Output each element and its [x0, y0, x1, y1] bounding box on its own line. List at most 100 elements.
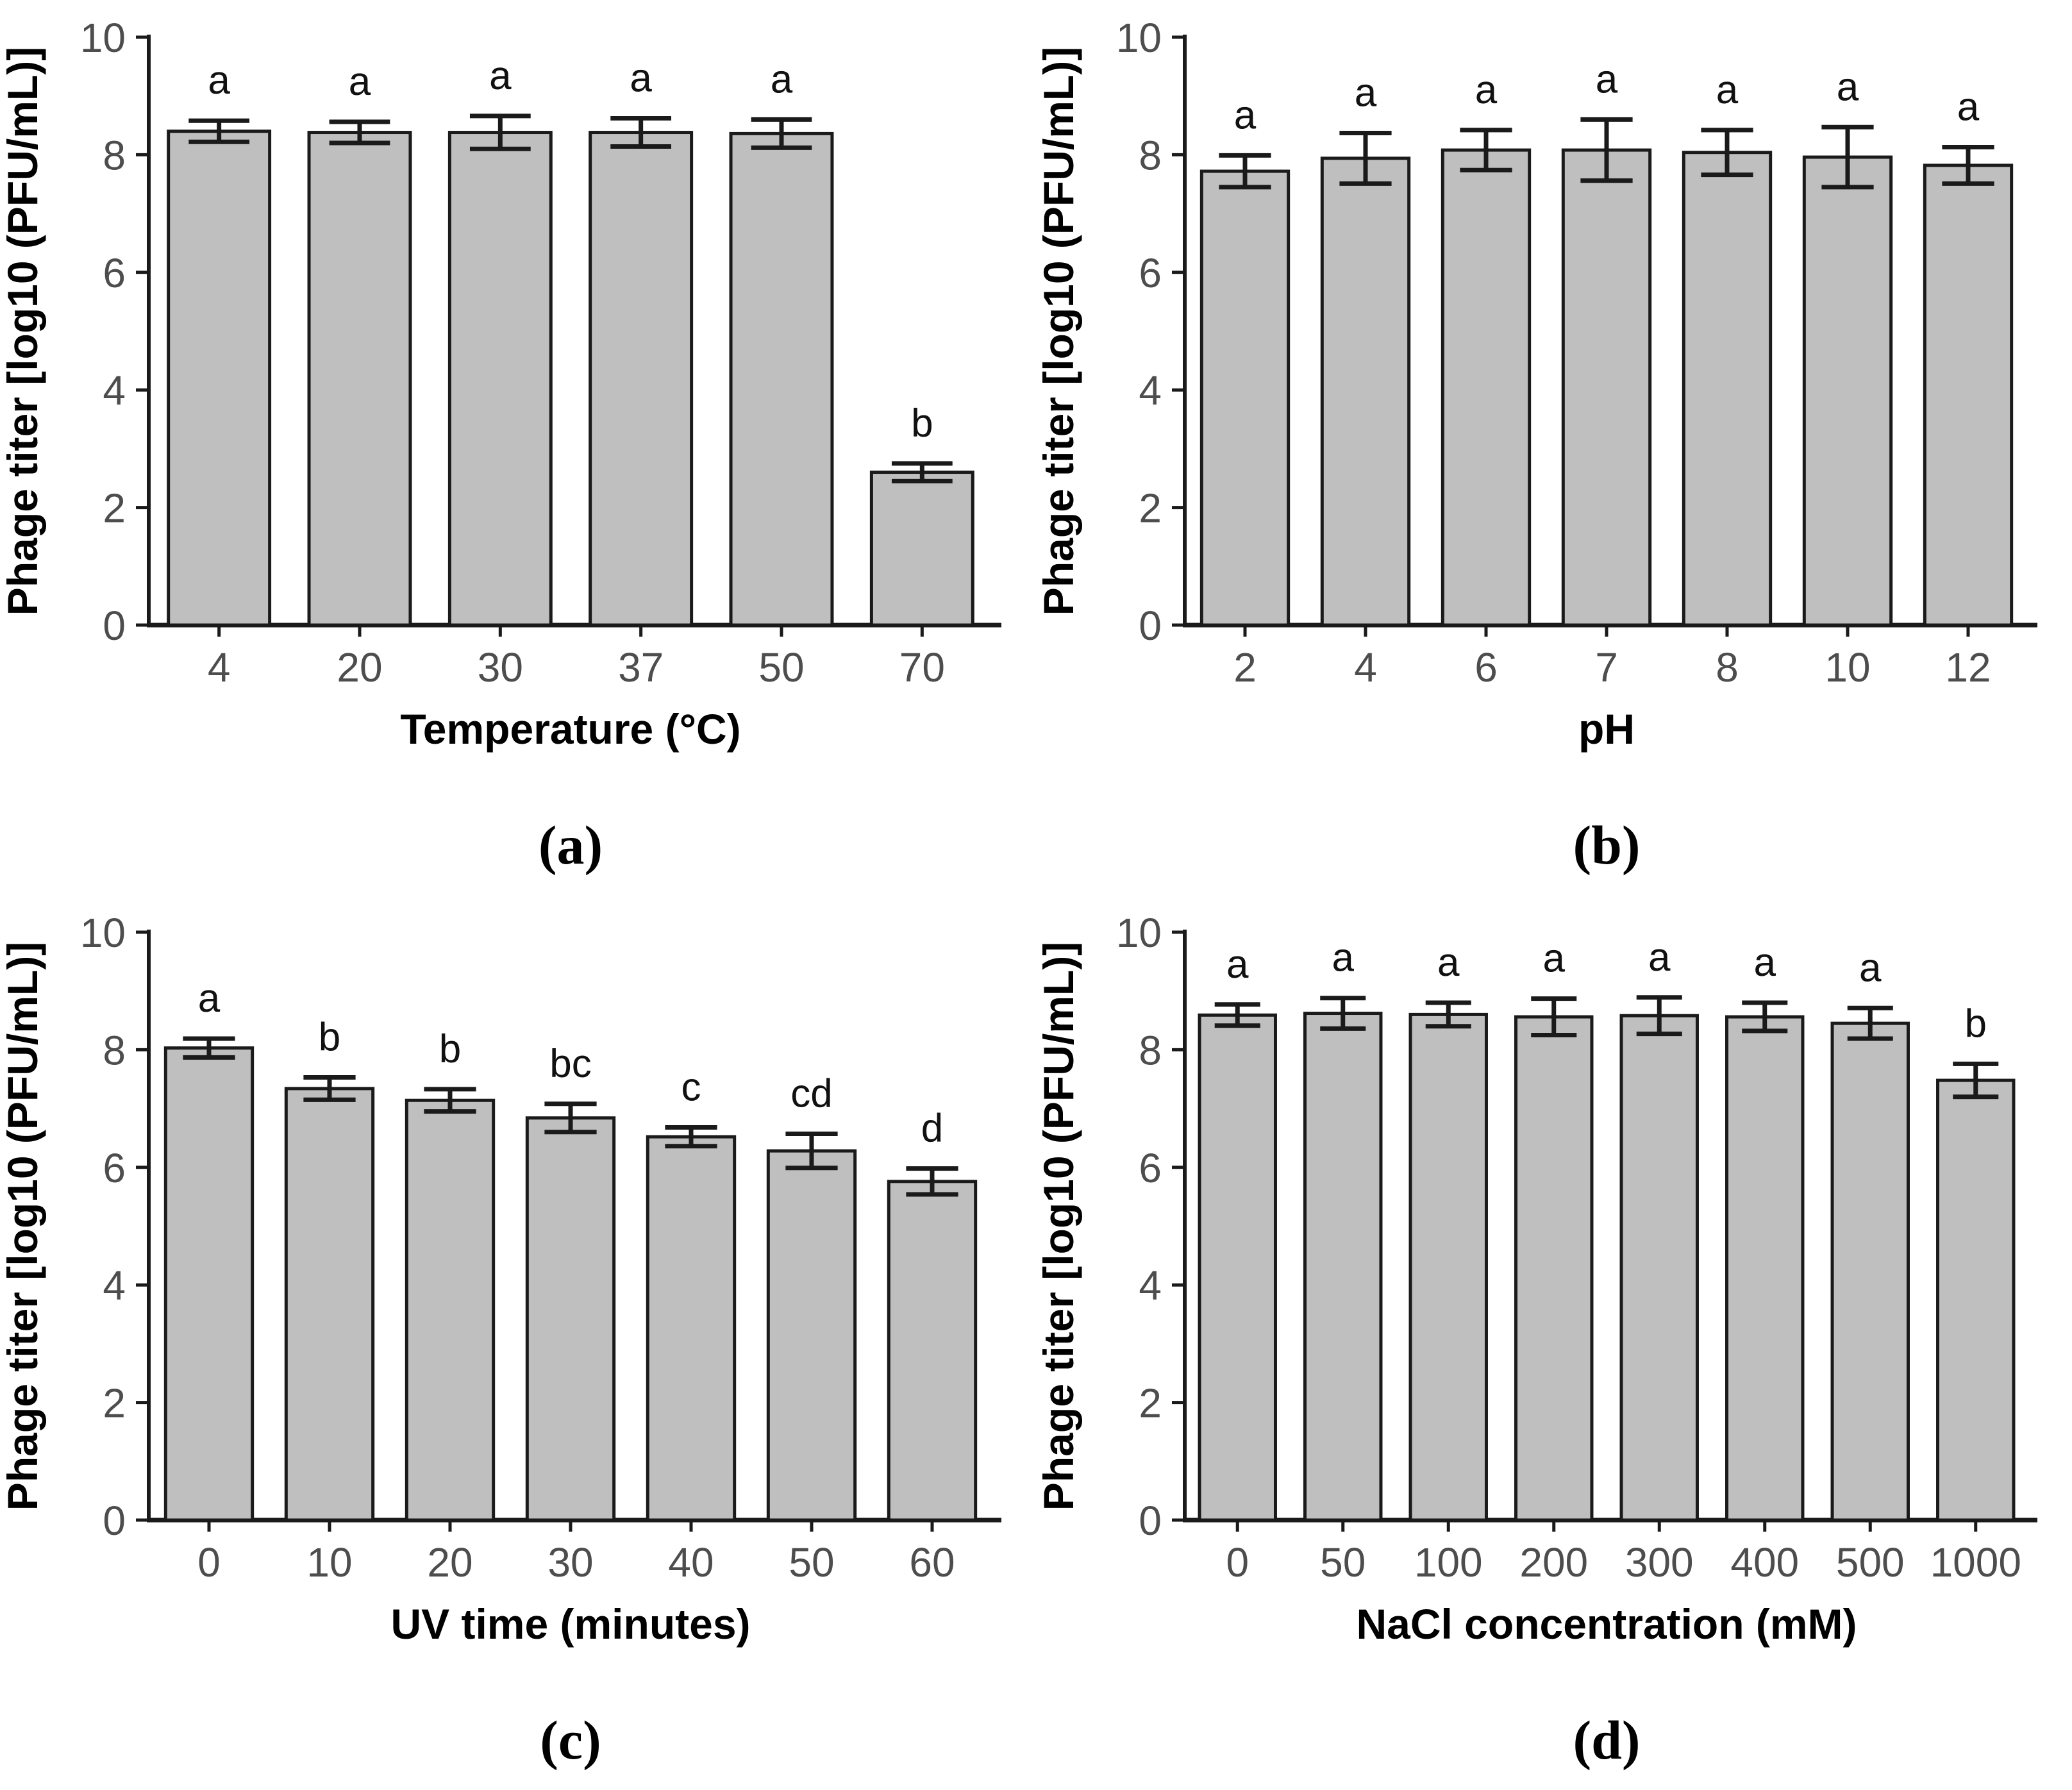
bar-2	[1199, 169, 1291, 627]
y-tick-label-0: 0	[1139, 603, 1162, 649]
error-bar-6	[1460, 128, 1512, 172]
panel-c-chart: 0 2 4 6 8 10 a 0 b 10 b 20 bc 30 c 40 cd 50 d 60 Phage titer…	[0, 910, 1001, 1771]
x-tick-label-10: 10	[1825, 644, 1870, 690]
sig-letter-50: cd	[790, 1072, 832, 1116]
error-bar-1000	[1953, 1061, 1999, 1100]
y-tick-label-0: 0	[1139, 1498, 1162, 1544]
sig-letter-40: c	[681, 1065, 701, 1109]
sig-letter-1000: b	[1965, 1001, 1987, 1046]
bar-12	[1923, 163, 2014, 627]
sig-letter-50: a	[771, 57, 793, 101]
sig-letter-0: a	[1226, 942, 1249, 987]
sig-letter-2: a	[1234, 93, 1257, 137]
y-tick-label-6: 6	[103, 250, 126, 296]
x-axis-title: UV time (minutes)	[390, 1600, 750, 1648]
x-tick-label-60: 60	[909, 1539, 955, 1585]
panel-caption-a: (a)	[539, 814, 603, 876]
bar-4	[1320, 156, 1411, 627]
error-bar-7	[1580, 117, 1633, 183]
error-bar-10	[1821, 124, 1874, 190]
sig-letter-0: a	[198, 976, 221, 1021]
error-bar-20	[329, 119, 390, 146]
error-bar-12	[1942, 144, 1994, 186]
error-bar-4	[188, 118, 250, 144]
x-tick-label-37: 37	[618, 644, 664, 690]
y-tick-label-0: 0	[103, 603, 126, 649]
panel-b-chart: 0 2 4 6 8 10 a 2 a 4 a 6 a 7 a 8 a 10 a 12 Phage titer [log1…	[1036, 15, 2037, 876]
y-tick-label-2: 2	[103, 1380, 126, 1426]
y-tick-label-0: 0	[103, 1498, 126, 1544]
x-tick-label-70: 70	[899, 644, 945, 690]
y-tick-label-2: 2	[1139, 485, 1162, 531]
bar-40	[646, 1135, 737, 1522]
error-bar-60	[906, 1166, 958, 1197]
x-tick-label-500: 500	[1836, 1539, 1905, 1585]
x-tick-label-400: 400	[1730, 1539, 1799, 1585]
bar-6	[1441, 148, 1532, 627]
panel-caption-d: (d)	[1573, 1709, 1640, 1771]
y-axis-title: Phage titer [log10 (PFU/mL)]	[0, 47, 46, 615]
x-tick-label-0: 0	[197, 1539, 221, 1585]
bar-1000	[1936, 1078, 2016, 1522]
sig-letter-500: a	[1859, 946, 1882, 990]
error-bar-500	[1847, 1005, 1893, 1041]
x-tick-label-6: 6	[1475, 644, 1498, 690]
panel-d: 0 2 4 6 8 10 a 0 a 50 a 100 a 200 a 300 a 400 a 500 b 1000 Pha…	[1036, 895, 2072, 1790]
panel-caption-b: (b)	[1573, 814, 1640, 876]
bar-0	[163, 1046, 255, 1522]
y-tick-label-10: 10	[1116, 15, 1162, 61]
y-tick-label-4: 4	[103, 367, 126, 414]
y-axis-title: Phage titer [log10 (PFU/mL)]	[1036, 942, 1082, 1510]
x-tick-label-200: 200	[1519, 1539, 1588, 1585]
error-bar-70	[891, 461, 953, 483]
x-axis-title: pH	[1578, 705, 1635, 753]
y-tick-label-4: 4	[1139, 367, 1162, 414]
bar-30	[447, 131, 553, 627]
sig-letter-20: a	[349, 60, 371, 104]
x-tick-label-10: 10	[306, 1539, 352, 1585]
error-bar-400	[1742, 1000, 1788, 1033]
error-bar-200	[1531, 996, 1577, 1037]
x-tick-label-4: 4	[1354, 644, 1377, 690]
y-tick-label-8: 8	[103, 1027, 126, 1073]
error-bar-50	[751, 117, 812, 150]
x-tick-label-2: 2	[1233, 644, 1257, 690]
bar-50	[1303, 1012, 1383, 1522]
sig-letter-10: b	[319, 1015, 340, 1059]
sig-letter-30: a	[489, 54, 512, 98]
error-bar-8	[1701, 128, 1753, 178]
y-tick-label-6: 6	[103, 1145, 126, 1191]
sig-letter-20: b	[439, 1027, 461, 1071]
panel-b: 0 2 4 6 8 10 a 2 a 4 a 6 a 7 a 8 a 10 a 12 Phage titer [log1…	[1036, 0, 2072, 895]
sig-letter-8: a	[1716, 68, 1739, 112]
y-tick-label-10: 10	[80, 15, 126, 61]
x-tick-label-8: 8	[1716, 644, 1739, 690]
x-tick-label-7: 7	[1595, 644, 1618, 690]
sig-letter-300: a	[1648, 935, 1671, 980]
error-bar-0	[183, 1036, 235, 1060]
sig-letter-4: a	[208, 58, 230, 103]
x-tick-label-20: 20	[427, 1539, 472, 1585]
bar-10	[1802, 155, 1893, 627]
error-bar-10	[303, 1075, 356, 1102]
bar-7	[1561, 148, 1652, 627]
bar-200	[1514, 1015, 1594, 1522]
bar-10	[284, 1087, 375, 1522]
error-bar-37	[610, 116, 672, 149]
x-axis-title: NaCl concentration (mM)	[1356, 1600, 1857, 1648]
sig-letter-30: bc	[549, 1042, 591, 1086]
y-tick-label-4: 4	[103, 1262, 126, 1309]
y-tick-label-2: 2	[1139, 1380, 1162, 1426]
y-tick-label-2: 2	[103, 485, 126, 531]
error-bar-4	[1339, 130, 1392, 186]
panel-c: 0 2 4 6 8 10 a 0 b 10 b 20 bc 30 c 40 cd 50 d 60 Phage titer…	[0, 895, 1036, 1790]
x-tick-label-0: 0	[1226, 1539, 1249, 1585]
error-bar-50	[785, 1132, 838, 1171]
y-axis-title: Phage titer [log10 (PFU/mL)]	[1036, 47, 1082, 615]
bar-37	[589, 131, 694, 627]
bar-20	[405, 1098, 496, 1522]
panel-caption-c: (c)	[540, 1709, 601, 1771]
error-bar-2	[1219, 153, 1271, 190]
sig-letter-50: a	[1332, 936, 1355, 980]
x-tick-label-50: 50	[758, 644, 804, 690]
